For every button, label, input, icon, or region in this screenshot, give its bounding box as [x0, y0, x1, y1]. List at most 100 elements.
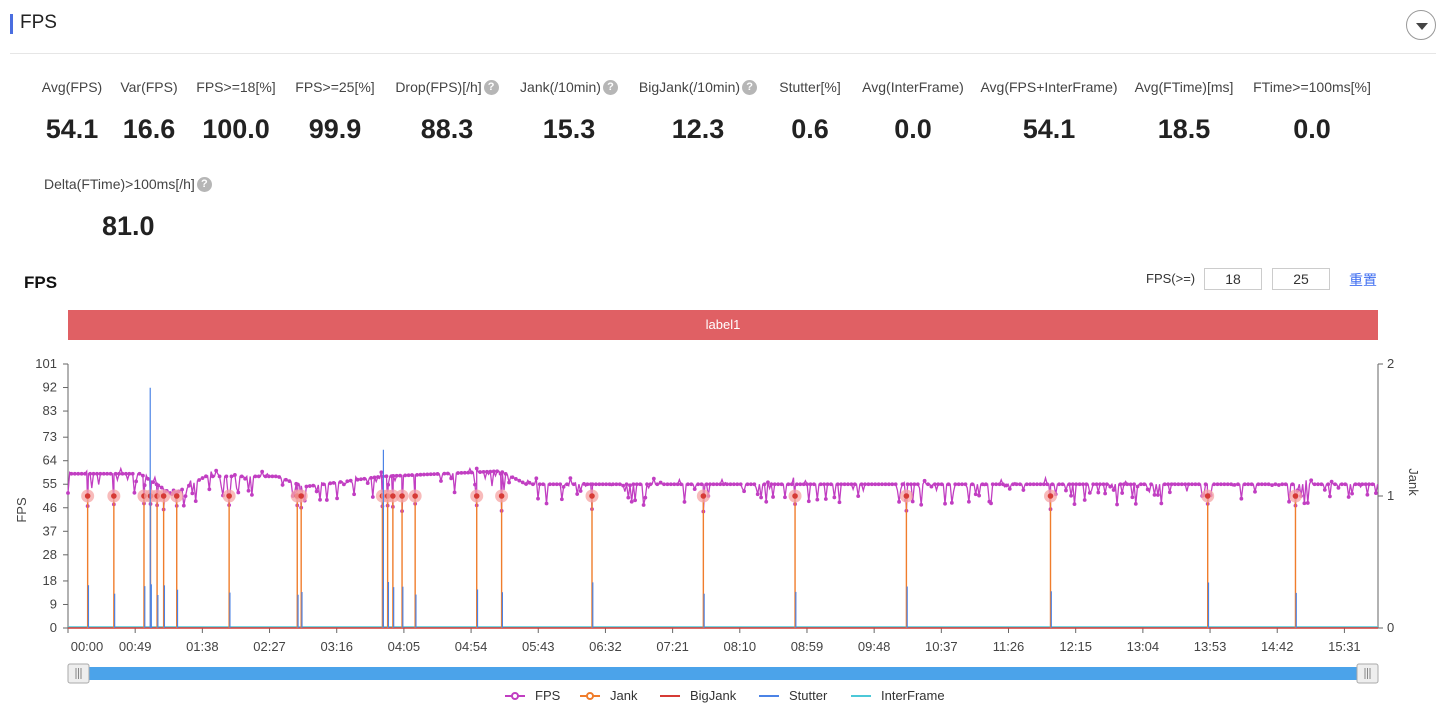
fps-threshold-low-input[interactable]	[1204, 268, 1262, 290]
fps-point	[1350, 491, 1354, 496]
help-icon[interactable]: ?	[196, 176, 212, 192]
fps-point	[270, 474, 275, 479]
help-icon[interactable]: ?	[483, 79, 499, 95]
fps-point	[280, 483, 285, 487]
fps-point	[204, 474, 208, 479]
fps-point	[956, 482, 961, 487]
fps-point	[1125, 482, 1130, 487]
fps-point	[829, 482, 833, 487]
metric-label: Jank(/10min)	[520, 79, 601, 95]
fps-point	[665, 482, 670, 487]
help-icon[interactable]: ?	[602, 79, 618, 95]
legend-item-fps[interactable]: FPS	[505, 688, 560, 703]
fps-point	[704, 482, 709, 487]
fps-point	[183, 494, 188, 499]
fps-point	[1179, 482, 1184, 487]
y-tick-label-left: 101	[35, 356, 57, 371]
metric-12: Delta(FTime)>100ms[/h]? 81.0	[44, 175, 212, 242]
fps-point	[442, 471, 447, 476]
fps-point	[1283, 482, 1288, 487]
fps-point	[91, 471, 96, 476]
fps-point	[120, 471, 125, 476]
fps-point	[614, 482, 619, 487]
metric-value: 54.1	[45, 114, 99, 144]
fps-point	[963, 482, 968, 487]
legend-label: InterFrame	[881, 688, 945, 703]
bigjank-point	[412, 493, 418, 499]
fps-point	[517, 478, 522, 483]
metric-label: Drop(FPS)[/h]	[395, 79, 482, 95]
fps-point	[1104, 482, 1109, 487]
fps-threshold-high-input[interactable]	[1272, 268, 1330, 290]
fps-point	[232, 473, 237, 477]
fps-point	[335, 496, 339, 501]
fps-point	[682, 500, 687, 504]
fps-point	[341, 482, 346, 487]
fps-point	[304, 484, 309, 489]
fps-point	[946, 482, 951, 487]
legend-item-interframe[interactable]: InterFrame	[851, 688, 945, 703]
metric-label: Stutter[%]	[779, 79, 841, 95]
fps-point	[459, 470, 464, 475]
bigjank-point	[111, 493, 117, 499]
help-icon[interactable]: ?	[742, 79, 758, 95]
timeline-label-band[interactable]: label1	[68, 310, 1378, 340]
fps-point	[585, 482, 590, 487]
fps-point	[113, 471, 118, 476]
fps-point	[718, 482, 723, 487]
fps-point	[507, 480, 511, 485]
legend-item-jank[interactable]: Jank	[580, 688, 637, 703]
fps-point	[1316, 482, 1320, 487]
y-tick-label-left: 83	[43, 403, 57, 418]
fps-point	[108, 471, 113, 476]
fps-point	[970, 482, 975, 487]
fps-point	[1242, 482, 1247, 487]
fps-point	[338, 480, 343, 484]
metric-5: Jank(/10min)? 15.3	[459, 78, 679, 145]
fps-point	[1070, 482, 1075, 487]
fps-point	[296, 482, 300, 487]
fps-point	[105, 471, 110, 476]
fps-point	[422, 472, 426, 477]
fps-point	[651, 476, 656, 481]
bigjank-point	[84, 493, 91, 499]
datazoom-range-bar[interactable]	[68, 667, 1378, 680]
fps-point	[263, 474, 268, 479]
collapse-toggle-button[interactable]	[1406, 10, 1436, 40]
fps-point	[1253, 489, 1257, 494]
fps-point	[771, 495, 775, 499]
fps-point	[578, 489, 583, 493]
fps-point	[98, 471, 103, 476]
legend-item-bigjank[interactable]: BigJank	[660, 688, 736, 703]
fps-point	[495, 469, 500, 474]
bigjank-point	[903, 493, 910, 499]
fps-point	[759, 495, 764, 500]
chart-title: FPS	[24, 273, 58, 292]
fps-point	[731, 482, 736, 487]
fps-point	[76, 471, 81, 476]
fps-point	[886, 482, 891, 487]
fps-point	[466, 470, 471, 475]
fps-point	[1270, 483, 1274, 487]
fps-point	[355, 477, 360, 482]
fps-point	[1028, 482, 1033, 487]
fps-point	[146, 476, 150, 481]
fps-threshold-label: FPS(>=)	[1146, 271, 1196, 286]
fps-point	[1176, 482, 1181, 487]
fps-point	[541, 482, 546, 487]
fps-point	[692, 487, 697, 491]
fps-point	[823, 497, 828, 501]
fps-point	[783, 495, 787, 500]
fps-point	[156, 483, 161, 488]
fps-point	[1186, 482, 1191, 487]
fps-point	[1152, 493, 1157, 497]
x-tick-label: 07:21	[656, 639, 689, 654]
fps-point	[66, 491, 70, 495]
fps-point	[1287, 499, 1291, 504]
legend-item-stutter[interactable]: Stutter	[759, 688, 827, 703]
fps-point	[1156, 493, 1160, 497]
fps-point	[611, 482, 615, 487]
y-axis-label-right: Jank	[1406, 468, 1421, 496]
reset-link[interactable]: 重置	[1349, 272, 1377, 288]
